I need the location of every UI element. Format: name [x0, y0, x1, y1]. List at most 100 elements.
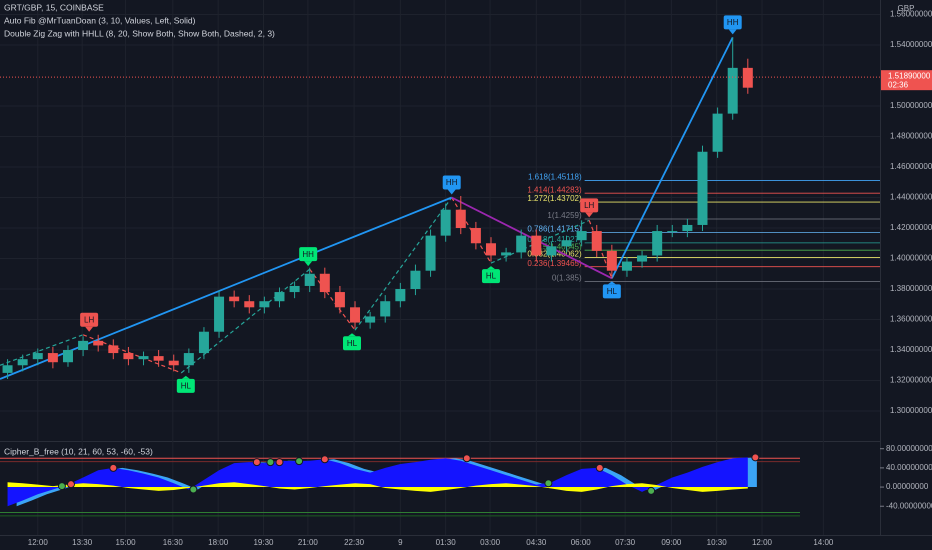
pivot-label: LH	[84, 315, 94, 324]
y-tick-label: 1.32000000	[890, 376, 932, 385]
pivot-label: HL	[607, 287, 618, 296]
fib-label: 1.272(1.43702)	[527, 194, 582, 203]
pivot-pointer	[728, 29, 737, 35]
x-tick-label: 10:30	[707, 538, 728, 547]
candle-body	[425, 235, 436, 271]
candle-body	[606, 250, 617, 271]
candle-body	[93, 340, 104, 346]
y-tick-label: 1.48000000	[890, 132, 932, 141]
indicator-title: Auto Fib @MrTuanDoan (3, 10, Values, Lef…	[4, 15, 196, 25]
candle-body	[259, 301, 270, 308]
last-price-badge	[881, 70, 932, 91]
signal-dot	[751, 453, 760, 462]
candle-body	[244, 301, 255, 308]
candle-body	[410, 270, 421, 290]
y-tick-label: 1.38000000	[890, 284, 932, 293]
fib-label: 0.618(1.41027)	[527, 235, 582, 244]
y-tick-label: 1.54000000	[890, 40, 932, 49]
pivot-badge	[442, 175, 461, 190]
candle-body	[214, 296, 225, 332]
pivot-badge	[343, 336, 361, 351]
y-tick-label: 1.44000000	[890, 193, 932, 202]
pivot-badge	[580, 198, 599, 213]
candle-body	[516, 235, 527, 253]
candle-body	[108, 345, 119, 354]
currency: GBP	[898, 4, 915, 13]
pivot-badge	[80, 312, 99, 327]
oscillator-title: Cipher_B_free (10, 21, 60, 53, -60, -53)	[4, 446, 153, 456]
candle-body	[712, 113, 723, 152]
x-tick-label: 14:00	[813, 538, 834, 547]
candle-body	[667, 231, 678, 233]
x-tick-label: 12:00	[28, 538, 49, 547]
candle-body	[440, 209, 451, 236]
y-tick-label: 1.56000000	[890, 10, 932, 19]
pivot-label: HL	[486, 272, 497, 281]
x-tick-label: 07:30	[615, 538, 636, 547]
candle-body	[576, 231, 587, 241]
candle-body	[138, 356, 149, 360]
candle-body	[637, 255, 648, 262]
signal-dot	[67, 480, 76, 489]
main-pane: 1.618(1.45118) 1.414(1.44283)1.272(1.4370…	[0, 15, 880, 393]
candle-body	[319, 273, 330, 293]
pivot-pointer	[486, 266, 495, 270]
candle-body	[78, 340, 89, 351]
candle-body	[334, 292, 345, 308]
candle-body	[289, 285, 300, 293]
signal-dot	[57, 482, 66, 491]
wave-area	[7, 457, 748, 507]
candle-body	[32, 353, 43, 360]
pivot-label: HH	[446, 178, 458, 187]
candle-body	[168, 360, 179, 366]
pivot-badge	[299, 247, 318, 262]
minor-zigzag	[0, 334, 84, 366]
candle-body	[591, 231, 602, 251]
pivot-badge	[176, 378, 195, 393]
oscillator-pane	[0, 453, 800, 517]
candle-body	[531, 235, 542, 256]
y-tick-label: 1.30000000	[890, 406, 932, 415]
y-tick-label: 1.40000000	[890, 254, 932, 263]
y2-tick-label: 40.00000000	[886, 463, 932, 472]
y-tick-label: 1.42000000	[890, 223, 932, 232]
x-tick-label: 9	[398, 538, 403, 547]
pivot-badge	[723, 15, 742, 30]
candle-body	[365, 316, 376, 323]
y2-tick-label: -40.00000000	[886, 501, 932, 510]
candle-body	[621, 261, 632, 271]
candle-body	[682, 224, 693, 232]
y-tick-label: 1.46000000	[890, 162, 932, 171]
fib-label: 0.236(1.39465)	[527, 259, 582, 268]
candle-body	[17, 359, 28, 366]
pivot-label: HL	[181, 382, 192, 391]
pivot-label: LH	[584, 201, 594, 210]
candle-body	[350, 307, 361, 323]
candle-body	[123, 353, 134, 360]
candle-body	[470, 228, 481, 244]
pivot-label: HH	[302, 250, 314, 259]
pivot-badge	[602, 284, 621, 299]
candle-body	[697, 151, 708, 225]
x-tick-label: 22:30	[344, 538, 365, 547]
pivot-pointer	[85, 326, 94, 332]
x-tick-label: 03:00	[480, 538, 501, 547]
minor-zigzag	[354, 197, 453, 331]
candle-body	[652, 231, 663, 256]
signal-dot	[462, 454, 471, 463]
signal-dot	[266, 458, 275, 467]
signal-dot	[320, 455, 329, 464]
indicator-title: Double Zig Zag with HHLL (8, 20, Show Bo…	[4, 28, 275, 38]
candle-body	[304, 273, 315, 286]
axes: 1.30000000 1.32000000 1.34000000 1.36000000…	[28, 10, 932, 547]
fib-label: 1(1.4259)	[547, 211, 582, 220]
candle-body	[380, 301, 391, 317]
y-tick-label: 1.36000000	[890, 315, 932, 324]
y2-tick-label: 0.00000000	[886, 482, 929, 491]
signal-dot	[252, 458, 261, 467]
signal-dot	[189, 485, 198, 494]
fib-label: 0(1.385)	[552, 273, 582, 282]
x-tick-label: 06:00	[571, 538, 592, 547]
